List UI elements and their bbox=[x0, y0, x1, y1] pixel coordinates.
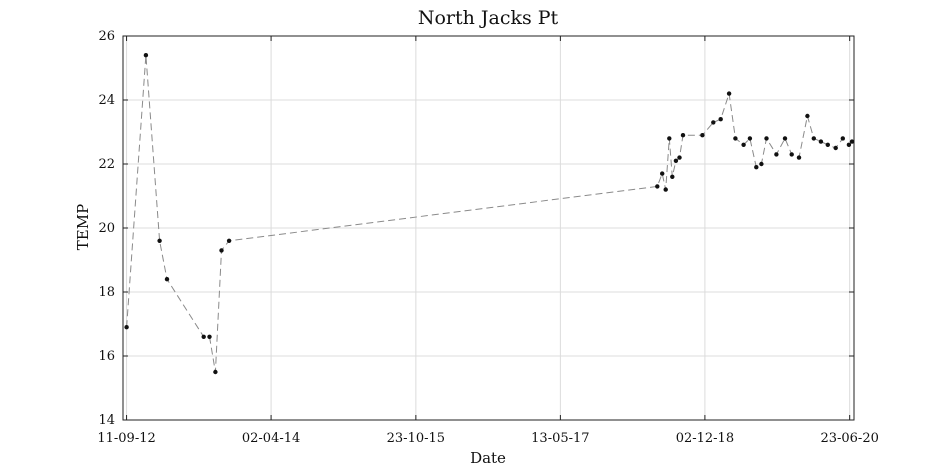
data-point bbox=[759, 161, 764, 167]
data-point bbox=[157, 238, 162, 243]
x-tick-label: 11-09-12 bbox=[97, 431, 155, 446]
data-point bbox=[825, 142, 830, 147]
x-tick-label: 13-05-17 bbox=[531, 431, 589, 446]
data-point bbox=[677, 155, 682, 160]
y-tick-label: 16 bbox=[98, 349, 115, 364]
x-tick-label: 23-06-20 bbox=[820, 431, 878, 446]
data-point bbox=[201, 334, 206, 339]
data-point bbox=[747, 136, 753, 141]
data-point bbox=[849, 139, 855, 144]
data-point bbox=[680, 133, 686, 138]
y-tick-label: 18 bbox=[98, 285, 115, 300]
data-point bbox=[667, 136, 672, 141]
y-tick-label: 26 bbox=[98, 29, 115, 44]
data-point bbox=[226, 238, 232, 243]
y-axis-label: TEMP bbox=[74, 204, 92, 250]
data-point bbox=[774, 152, 779, 157]
data-point bbox=[754, 165, 759, 170]
temp-series-line bbox=[126, 55, 853, 373]
data-point bbox=[764, 136, 769, 141]
y-tick-label: 22 bbox=[98, 157, 115, 172]
data-points bbox=[124, 53, 855, 375]
data-point bbox=[143, 53, 149, 58]
data-point bbox=[796, 155, 802, 160]
data-point bbox=[833, 145, 838, 151]
data-point bbox=[741, 142, 746, 147]
data-point bbox=[219, 248, 224, 253]
data-point bbox=[700, 133, 705, 138]
data-point bbox=[805, 113, 810, 119]
data-point bbox=[213, 369, 218, 375]
data-point bbox=[733, 136, 738, 141]
data-point bbox=[207, 334, 212, 339]
axis-ticks: 14 16 18 20 22 24 26 11-09-12 02-04-14 23-10-15 13… bbox=[97, 29, 879, 446]
data-point bbox=[840, 136, 845, 141]
y-tick-label: 20 bbox=[98, 221, 115, 236]
data-point bbox=[655, 184, 660, 189]
data-point bbox=[663, 187, 668, 192]
chart-title: North Jacks Pt bbox=[418, 7, 559, 29]
x-tick-label: 02-04-14 bbox=[242, 431, 300, 446]
data-point bbox=[846, 142, 852, 147]
x-tick-label: 02-12-18 bbox=[676, 431, 734, 446]
data-point bbox=[711, 120, 716, 125]
x-axis-label: Date bbox=[470, 449, 506, 467]
data-point bbox=[818, 139, 824, 144]
data-point bbox=[660, 171, 665, 176]
data-point bbox=[789, 152, 794, 157]
data-point bbox=[673, 158, 679, 163]
data-point bbox=[726, 91, 732, 96]
data-point bbox=[670, 174, 675, 179]
x-tick-label: 23-10-15 bbox=[387, 431, 445, 446]
grid-lines bbox=[123, 35, 854, 421]
data-point bbox=[124, 325, 129, 330]
data-point bbox=[811, 136, 816, 141]
y-tick-label: 24 bbox=[98, 93, 115, 108]
data-point bbox=[782, 136, 788, 141]
y-tick-label: 14 bbox=[98, 413, 115, 428]
data-point bbox=[718, 117, 723, 122]
data-point bbox=[164, 277, 170, 282]
